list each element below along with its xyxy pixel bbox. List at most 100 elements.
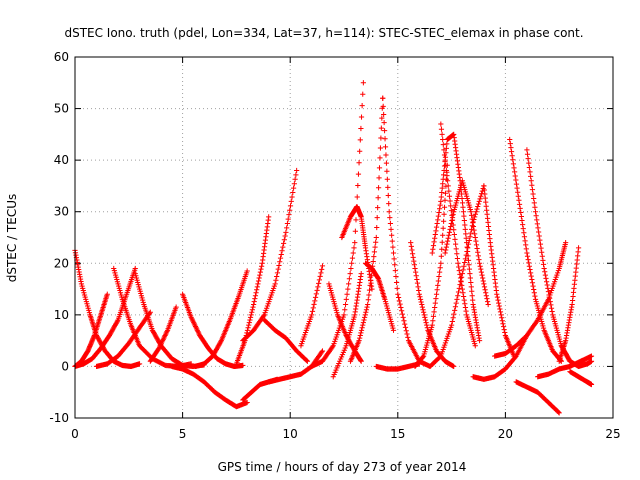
data-series: [492, 240, 569, 359]
data-point: [463, 252, 469, 258]
data-point: [526, 263, 532, 269]
data-point: [399, 308, 405, 314]
data-point: [540, 257, 546, 263]
data-point: [294, 167, 300, 174]
data-point: [311, 301, 317, 307]
data-series: [513, 379, 562, 416]
data-series: [240, 167, 300, 344]
data-point: [443, 244, 449, 250]
data-point: [429, 322, 435, 328]
data-point: [442, 197, 448, 203]
data-point: [537, 241, 544, 247]
data-point: [360, 322, 366, 328]
data-point: [446, 193, 453, 199]
data-point: [360, 319, 366, 326]
data-point: [389, 232, 395, 238]
data-point: [386, 201, 392, 207]
data-point: [458, 278, 464, 284]
data-point: [496, 303, 502, 309]
data-point: [423, 319, 429, 326]
data-point: [376, 165, 383, 171]
y-tick-label: 60: [54, 50, 69, 64]
data-point: [387, 215, 393, 221]
data-point: [368, 277, 374, 284]
data-point: [526, 164, 532, 171]
data-point: [472, 211, 479, 217]
data-point: [393, 273, 399, 280]
data-point: [518, 209, 524, 216]
data-point: [520, 226, 526, 232]
data-point: [254, 287, 260, 293]
data-point: [498, 312, 504, 318]
data-point: [432, 231, 438, 238]
data-point: [384, 168, 390, 174]
data-point: [494, 294, 501, 300]
data-point: [469, 288, 475, 294]
data-point: [462, 301, 468, 307]
data-point: [247, 314, 254, 321]
data-point: [409, 247, 415, 253]
data-point: [375, 195, 381, 201]
data-point: [484, 296, 490, 302]
data-point: [525, 156, 531, 162]
data-point: [457, 271, 463, 277]
data-point: [419, 301, 425, 308]
data-point: [442, 190, 449, 196]
data-point: [287, 203, 294, 209]
data-point: [360, 91, 366, 97]
data-point: [497, 309, 504, 315]
data-point: [314, 287, 320, 293]
data-point: [507, 136, 513, 143]
data-point: [319, 348, 326, 354]
data-point: [416, 291, 422, 297]
data-point: [502, 329, 508, 336]
data-point: [465, 245, 471, 251]
data-point: [451, 231, 457, 238]
data-point: [385, 192, 391, 199]
data-point: [521, 234, 528, 240]
data-series: [147, 304, 179, 364]
data-point: [439, 239, 445, 245]
data-point: [390, 250, 397, 256]
data-point: [518, 213, 524, 220]
data-point: [348, 265, 354, 272]
data-point: [280, 244, 286, 250]
data-point: [509, 153, 515, 159]
data-point: [379, 115, 385, 121]
data-point: [449, 215, 456, 221]
data-series: [72, 265, 138, 370]
data-point: [386, 209, 392, 215]
data-point: [380, 103, 386, 109]
data-point: [545, 289, 552, 295]
data-point: [282, 233, 288, 239]
data-point: [410, 254, 416, 260]
data-point: [529, 276, 535, 283]
data-point: [441, 167, 447, 174]
data-point: [461, 297, 467, 303]
data-point: [411, 262, 418, 268]
data-point: [525, 257, 531, 263]
data-point: [454, 255, 461, 262]
data-point: [304, 358, 311, 364]
data-point: [477, 196, 483, 202]
data-point: [435, 278, 441, 284]
data-point: [250, 304, 256, 310]
y-tick-label: 40: [54, 153, 69, 167]
data-point: [472, 231, 478, 237]
data-point: [458, 274, 465, 280]
data-series: [427, 183, 487, 370]
data-point: [420, 354, 426, 360]
data-point: [391, 256, 397, 262]
data-point: [444, 173, 450, 179]
data-point: [381, 119, 387, 126]
data-point: [347, 271, 353, 277]
data-point: [454, 296, 460, 302]
data-point: [393, 279, 400, 286]
data-point: [460, 204, 466, 210]
data-point: [329, 344, 336, 350]
data-point: [468, 212, 475, 218]
data-point: [319, 263, 326, 269]
data-point: [365, 297, 371, 303]
data-point: [483, 290, 489, 296]
data-point: [472, 234, 478, 241]
